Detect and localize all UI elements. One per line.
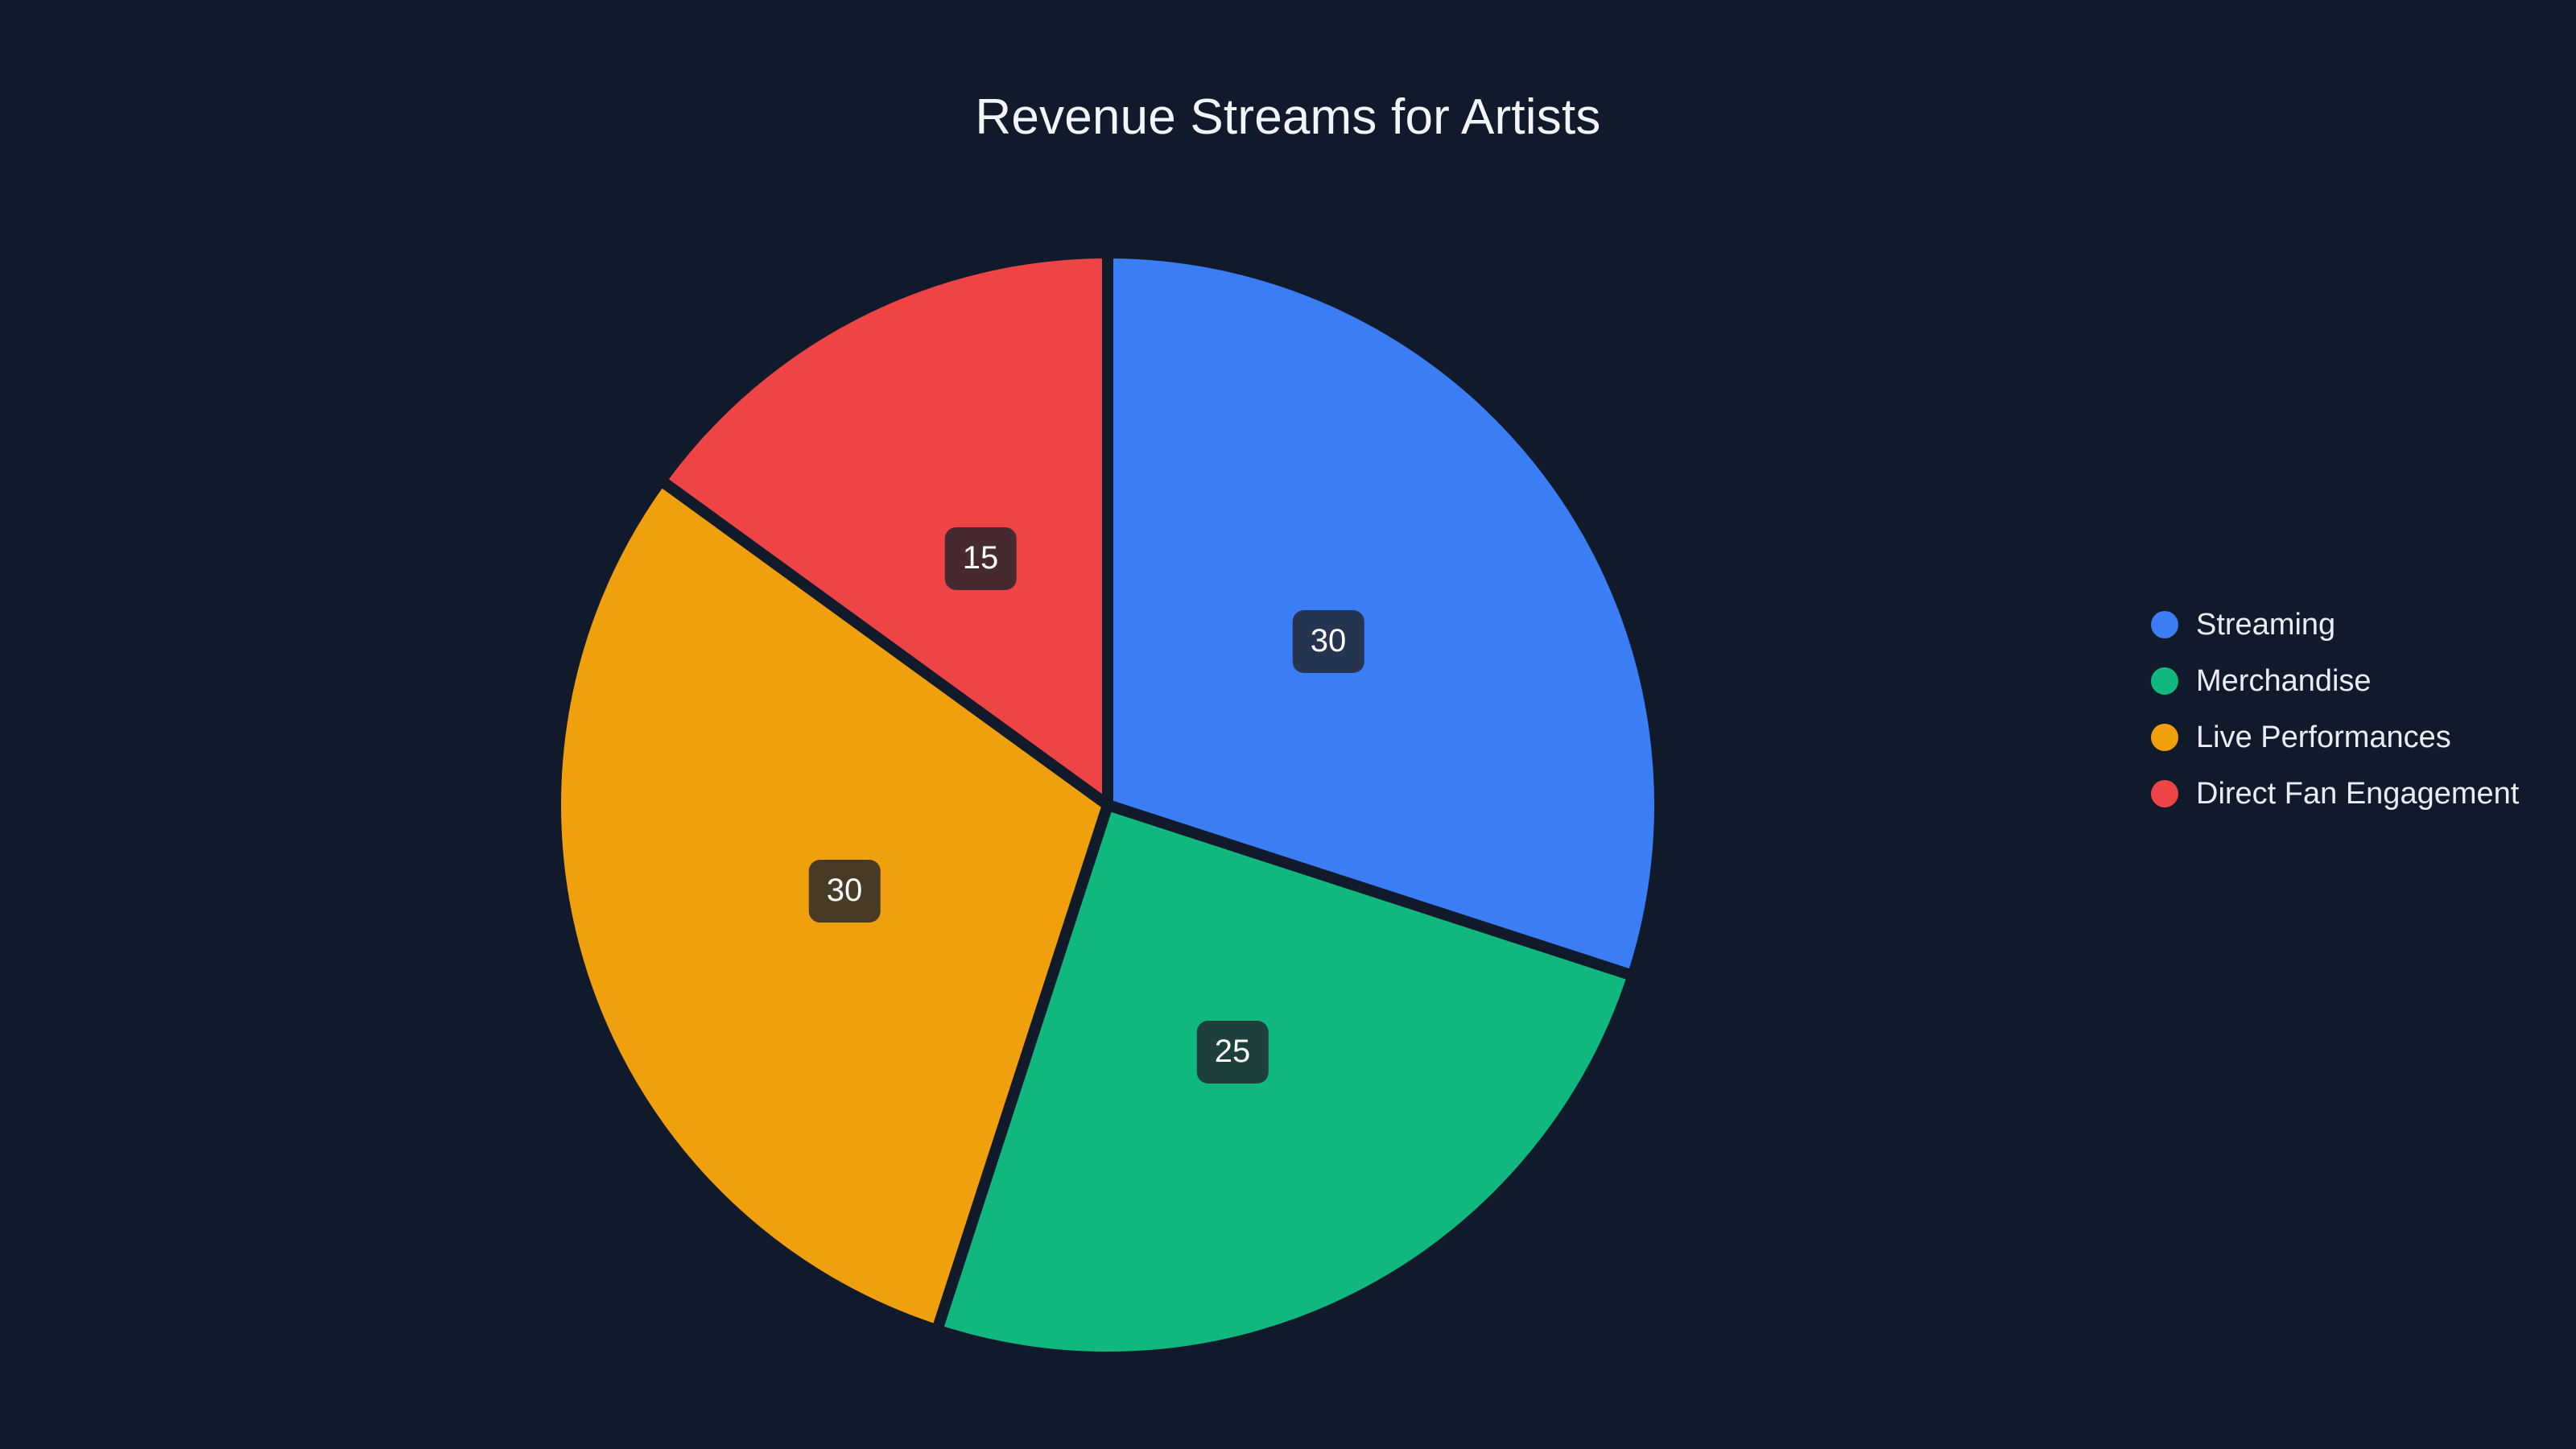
legend-item-label: Merchandise [2196, 664, 2372, 698]
chart-title: Revenue Streams for Artists [975, 89, 1601, 145]
pie-slice-value-label: 25 [1196, 1021, 1269, 1084]
pie-slice-value-label: 30 [808, 860, 881, 923]
pie-slice-group [549, 247, 1666, 1363]
legend-item-label: Direct Fan Engagement [2196, 777, 2520, 811]
legend-item-label: Streaming [2196, 608, 2336, 642]
pie-slice[interactable] [1102, 247, 1666, 981]
legend-item[interactable]: Direct Fan Engagement [2151, 778, 2519, 810]
legend-item[interactable]: Live Performances [2151, 721, 2519, 753]
legend-swatch-icon [2151, 611, 2178, 638]
legend: Streaming Merchandise Live Performances Dir… [2151, 609, 2519, 810]
pie-slice[interactable] [655, 247, 1113, 811]
legend-swatch-icon [2151, 780, 2178, 807]
legend-item[interactable]: Merchandise [2151, 665, 2519, 697]
pie-slice[interactable] [931, 799, 1639, 1363]
legend-swatch-icon [2151, 724, 2178, 751]
legend-item-label: Live Performances [2196, 720, 2451, 754]
legend-swatch-icon [2151, 667, 2178, 695]
legend-item[interactable]: Streaming [2151, 609, 2519, 641]
pie-slice-value-label: 15 [944, 527, 1017, 590]
pie-slice-value-label: 30 [1292, 610, 1364, 673]
